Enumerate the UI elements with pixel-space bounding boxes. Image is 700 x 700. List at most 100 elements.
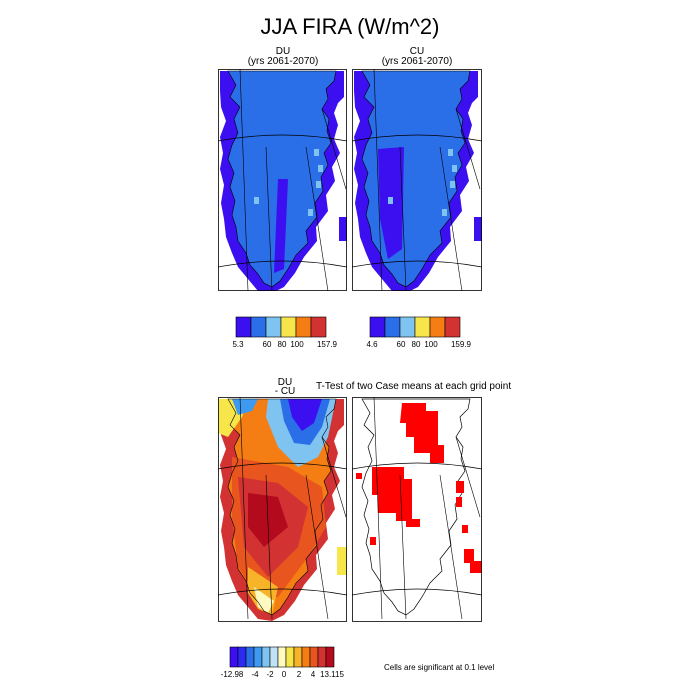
diff-colorbar: -12.98 -4 -2 0 2 4 13.115 <box>221 646 344 679</box>
meridian-line <box>239 69 249 291</box>
meridian-line <box>455 108 481 190</box>
colorbar-swatch <box>317 646 327 668</box>
significant-cells <box>356 473 362 479</box>
panel-frame <box>218 69 347 291</box>
colorbar-tick-label: 13.115 <box>320 670 344 679</box>
diff-map-cells <box>288 399 322 431</box>
colorbar-swatch <box>237 646 247 668</box>
diff-map-panel <box>218 397 347 622</box>
significant-cells <box>456 497 462 507</box>
colorbar-swatch <box>293 646 303 668</box>
meridian-line <box>455 436 481 518</box>
latitude-line <box>352 134 482 142</box>
ttest-title: T-Test of two Case means at each grid po… <box>316 381 512 392</box>
significant-cells <box>370 537 376 545</box>
map-cell-mid <box>318 165 323 172</box>
significance-footnote: Cells are significant at 0.1 level <box>384 663 495 672</box>
panel-frame <box>218 397 347 622</box>
du-colorbar: 5.3 60 80 100 157.9 <box>232 316 338 349</box>
colorbar-swatch <box>277 646 287 668</box>
colorbar-swatch <box>399 316 416 338</box>
map-cell-mid <box>254 197 259 204</box>
colorbar-swatch <box>309 646 319 668</box>
colorbar-tick-label: 60 <box>263 340 272 349</box>
meridian-line <box>305 474 329 620</box>
meridian-line <box>439 474 463 620</box>
du-title-line2: (yrs 2061-2070) <box>247 56 319 67</box>
du-title-line1: DU <box>275 46 291 57</box>
latitude-line <box>218 260 347 268</box>
latitude-line <box>352 260 482 268</box>
colorbar-tick-label: 0 <box>282 670 287 679</box>
panel-frame <box>352 69 482 291</box>
cu-map-panel <box>352 69 482 291</box>
colorbar-tick-label: -12.98 <box>221 670 244 679</box>
cu-title-line1: CU <box>409 46 425 57</box>
colorbar-swatch <box>325 646 335 668</box>
map-cell-mid <box>316 181 321 188</box>
coastline <box>227 398 337 616</box>
colorbar-swatch <box>429 316 446 338</box>
du-map-panel <box>218 69 347 291</box>
map-cell-mid <box>450 181 455 188</box>
colorbar-tick-label: 159.9 <box>451 340 472 349</box>
colorbar-swatch <box>253 646 263 668</box>
cu-colorbar: 4.6 60 80 100 159.9 <box>366 316 472 349</box>
cu-title-line2: (yrs 2061-2070) <box>381 56 453 67</box>
meridian-line <box>321 108 347 190</box>
latitude-line <box>218 588 347 596</box>
colorbar-tick-label: -4 <box>251 670 259 679</box>
meridian-line <box>239 397 249 620</box>
diff-map-cells <box>232 399 258 415</box>
meridian-line <box>373 397 383 620</box>
coastline <box>361 70 471 288</box>
meridian-line <box>265 474 273 620</box>
colorbar-swatch <box>285 646 295 668</box>
diff-map-cells <box>337 547 347 575</box>
colorbar-swatch <box>265 316 282 338</box>
significant-cells <box>464 549 482 573</box>
coastline <box>361 398 471 616</box>
map-cell-mid <box>452 165 457 172</box>
colorbar-tick-label: -2 <box>266 670 274 679</box>
meridian-line <box>321 436 347 518</box>
map-cells-lowest <box>274 179 288 273</box>
colorbar-swatch <box>310 316 327 338</box>
colorbar-swatch <box>384 316 401 338</box>
meridian-line <box>399 474 407 620</box>
colorbar-tick-label: 80 <box>278 340 287 349</box>
colorbar-swatch <box>369 316 386 338</box>
colorbar-swatch <box>235 316 252 338</box>
significant-cells <box>456 481 464 493</box>
map-cell-mid <box>448 149 453 156</box>
latitude-line <box>218 462 347 470</box>
colorbar-tick-label: 157.9 <box>317 340 338 349</box>
colorbar-swatch <box>229 646 239 668</box>
latitude-line <box>352 588 482 596</box>
colorbar-tick-label: 5.3 <box>232 340 244 349</box>
meridian-line <box>373 69 383 291</box>
ttest-map-panel <box>352 397 482 622</box>
colorbar-tick-label: 100 <box>424 340 438 349</box>
significant-cells <box>400 403 444 463</box>
map-cell-mid <box>308 209 313 216</box>
map-cell-mid <box>442 209 447 216</box>
meridian-line <box>265 146 273 291</box>
colorbar-swatch <box>269 646 279 668</box>
significant-cells <box>372 467 420 527</box>
map-cells-lowest <box>339 217 347 241</box>
colorbar-tick-label: 80 <box>412 340 421 349</box>
colorbar-tick-label: 60 <box>397 340 406 349</box>
colorbar-swatch <box>301 646 311 668</box>
map-cells-lowest <box>474 217 482 241</box>
colorbar-swatch <box>444 316 461 338</box>
colorbar-tick-label: 4.6 <box>366 340 378 349</box>
meridian-line <box>399 146 407 291</box>
diff-title-line2: - CU <box>274 386 296 397</box>
map-cell-mid <box>314 149 319 156</box>
colorbar-swatch <box>414 316 431 338</box>
latitude-line <box>218 134 347 142</box>
colorbar-tick-label: 100 <box>290 340 304 349</box>
diff-map-cells <box>254 587 274 613</box>
latitude-line <box>352 462 482 470</box>
